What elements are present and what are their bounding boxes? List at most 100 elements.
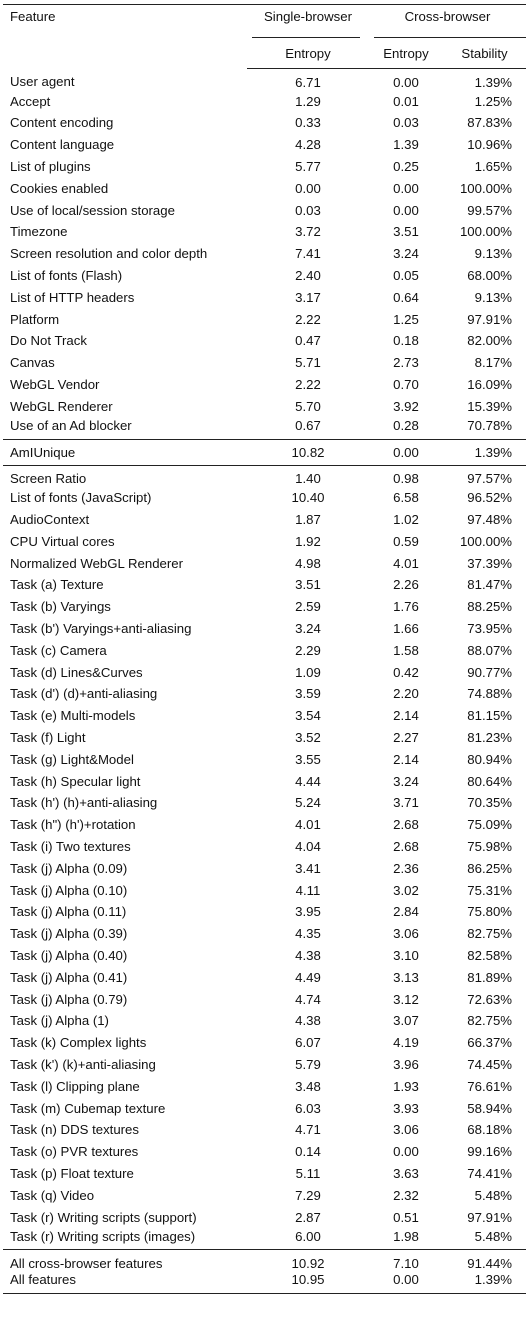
single-entropy-cell: 0.00 [295,180,321,196]
single-entropy-cell: 4.49 [295,969,321,985]
single-browser-underline [252,37,360,38]
feature-name-cell: Task (l) Clipping plane [10,1078,140,1094]
table-row: Task (o) PVR textures 0.14 0.00 99.16% [3,1141,526,1163]
table-row: User agent 6.71 0.00 1.39% [3,69,526,91]
feature-name-cell: CPU Virtual cores [10,533,115,549]
feature-name-cell: Task (j) Alpha (1) [10,1013,109,1029]
cross-stability-cell: 10.96% [467,137,513,153]
cross-stability-cell: 80.64% [467,773,513,789]
table-row: Task (m) Cubemap texture 6.03 3.93 58.94% [3,1097,526,1119]
cross-stability-cell: 99.16% [467,1144,513,1160]
feature-name-cell: Task (j) Alpha (0.39) [10,926,128,942]
cross-entropy-cell: 3.07 [393,1013,419,1029]
cross-stability-cell: 81.89% [467,969,513,985]
cross-entropy-cell: 1.58 [393,642,419,658]
feature-name-cell: Task (n) DDS textures [10,1122,139,1138]
feature-name-cell: Task (e) Multi-models [10,708,136,724]
cross-entropy-cell: 0.42 [393,664,419,680]
table-row: Task (g) Light&Model 3.55 2.14 80.94% [3,748,526,770]
single-entropy-cell: 5.71 [295,355,321,371]
cross-stability-cell: 76.61% [467,1078,513,1094]
header-entropy-cross: Entropy [369,38,443,69]
table-row: Task (p) Float texture 5.11 3.63 74.41% [3,1163,526,1185]
table-row: Normalized WebGL Renderer 4.98 4.01 37.39% [3,552,526,574]
feature-entropy-table: Feature Single-browser Cross-browser Ent… [3,4,527,1294]
feature-name-cell: Task (g) Light&Model [10,751,134,767]
feature-name-cell: Task (r) Writing scripts (support) [10,1209,197,1225]
feature-name-cell: Task (k) Complex lights [10,1035,147,1051]
single-entropy-cell: 0.47 [295,333,321,349]
cross-stability-cell: 73.95% [467,621,513,637]
feature-name-cell: AudioContext [10,512,90,528]
table-row: Do Not Track 0.47 0.18 82.00% [3,330,526,352]
table-row: Task (j) Alpha (0.09) 3.41 2.36 86.25% [3,857,526,879]
cross-entropy-cell: 3.06 [393,926,419,942]
feature-name-cell: Content encoding [10,115,114,131]
header-stability: Stability [443,38,527,69]
single-entropy-cell: 3.24 [295,621,321,637]
single-entropy-cell: 4.04 [295,838,321,854]
single-entropy-cell: 10.95 [247,1271,369,1294]
cross-entropy-cell: 3.51 [393,224,419,240]
table-row: Task (h") (h')+rotation 4.01 2.68 75.09% [3,814,526,836]
single-entropy-cell: 7.41 [295,246,321,262]
cross-stability-cell: 100.00% [459,224,513,240]
cross-stability-cell: 82.58% [467,947,513,963]
cross-stability-cell: 70.78% [467,417,513,433]
table-row: Content language 4.28 1.39 10.96% [3,134,526,156]
single-entropy-cell: 3.59 [295,686,321,702]
feature-name-cell: Task (j) Alpha (0.41) [10,969,128,985]
feature-name-cell: Task (j) Alpha (0.10) [10,882,128,898]
single-entropy-cell: 1.92 [295,533,321,549]
cross-stability-cell: 97.91% [467,1209,513,1225]
feature-name-cell: Cookies enabled [10,180,109,196]
single-entropy-cell: 4.71 [295,1122,321,1138]
cross-stability-cell: 58.94% [467,1100,513,1116]
table-row: WebGL Renderer 5.70 3.92 15.39% [3,395,526,417]
feature-name-cell: Task (d) Lines&Curves [10,664,143,680]
table-row: Screen Ratio 1.40 0.98 97.57% [3,464,527,487]
feature-name-cell: Task (h) Specular light [10,773,141,789]
single-entropy-cell: 4.28 [295,137,321,153]
single-entropy-cell: 7.29 [295,1187,321,1203]
cross-entropy-cell: 2.84 [393,904,419,920]
table-row: AmIUnique 10.82 0.00 1.39% [3,438,527,466]
cross-entropy-cell: 0.70 [393,377,419,393]
cross-entropy-cell: 2.20 [393,686,419,702]
table-row: Task (c) Camera 2.29 1.58 88.07% [3,639,526,661]
cross-entropy-cell: 2.14 [393,751,419,767]
single-entropy-cell: 3.51 [295,577,321,593]
cross-stability-cell: 88.07% [467,642,513,658]
feature-name-cell: Canvas [10,355,55,371]
table-row: List of HTTP headers 3.17 0.64 9.13% [3,286,526,308]
feature-name-cell: Task (a) Texture [10,577,104,593]
cross-entropy-cell: 3.12 [393,991,419,1007]
single-entropy-cell: 4.74 [295,991,321,1007]
table-row: Content encoding 0.33 0.03 87.83% [3,112,526,134]
single-entropy-cell: 2.87 [295,1209,321,1225]
cross-entropy-cell: 0.00 [393,74,419,90]
table-row: WebGL Vendor 2.22 0.70 16.09% [3,374,526,396]
cross-entropy-cell: 2.68 [393,838,419,854]
cross-entropy-cell: 3.63 [393,1165,419,1181]
feature-name-cell: Use of local/session storage [10,202,175,218]
feature-name-cell: Use of an Ad blocker [10,417,132,433]
cross-stability-cell: 97.91% [467,311,513,327]
single-entropy-cell: 5.70 [295,398,321,414]
feature-name-cell: List of plugins [10,159,91,175]
table-row: All features 10.95 0.00 1.39% [3,1271,527,1294]
single-entropy-cell: 1.40 [247,464,369,487]
cross-stability-cell: 100.00% [459,180,513,196]
cross-stability-cell: 1.65% [474,159,513,175]
feature-name-cell: WebGL Vendor [10,377,100,393]
single-entropy-cell: 3.52 [295,730,321,745]
single-entropy-cell: 2.22 [295,377,321,393]
cross-entropy-cell: 2.26 [393,577,419,593]
header-cross-browser: Cross-browser [369,4,527,38]
cross-stability-cell: 96.52% [467,490,513,506]
cross-stability-cell: 74.41% [467,1165,513,1181]
table-row: Platform 2.22 1.25 97.91% [3,308,526,330]
feature-name-cell: Task (f) Light [10,730,86,745]
single-entropy-cell: 4.35 [295,926,321,942]
cross-stability-cell: 100.00% [459,533,513,549]
